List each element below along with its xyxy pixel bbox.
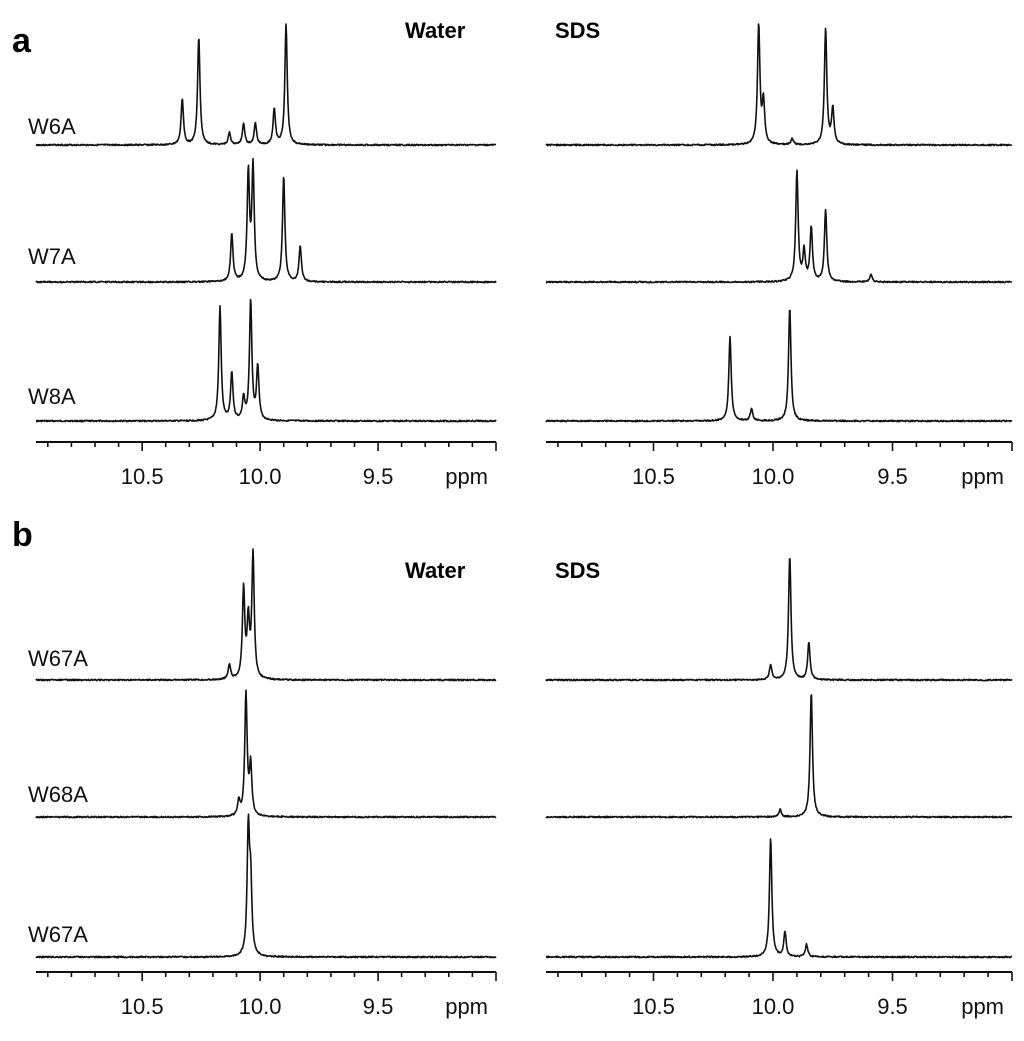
spectrum-trace-w67a — [35, 813, 497, 959]
condition-label-a-sds: SDS — [555, 18, 600, 43]
condition-label-b-sds: SDS — [555, 558, 600, 583]
x-unit-label: ppm — [961, 994, 1004, 1019]
x-tick-label: 9.5 — [363, 464, 394, 489]
subplot-a-water: 10.5 10.0 9.5 ppm — [35, 23, 497, 489]
x-tick-label: 9.5 — [877, 994, 908, 1019]
x-tick-label: 10.5 — [632, 464, 675, 489]
panel-letter-b: b — [12, 516, 33, 554]
spectrum-trace-w68a — [545, 694, 1013, 819]
x-tick-label: 10.0 — [752, 464, 795, 489]
subplot-b-water: 10.5 10.0 9.5 ppm — [35, 548, 497, 1019]
panel-letter-a: a — [12, 22, 32, 60]
x-tick-label: 10.0 — [752, 994, 795, 1019]
spectrum-trace-w67a — [545, 838, 1013, 959]
spectrum-trace-w7a — [545, 169, 1013, 284]
spectrum-trace-w8a — [35, 298, 497, 423]
x-unit-label: ppm — [445, 994, 488, 1019]
x-tick-label: 10.0 — [239, 464, 282, 489]
trace-label-b-3: W67A — [28, 922, 88, 947]
spectrum-trace-w8a — [545, 309, 1013, 423]
trace-label-a-2: W7A — [28, 244, 76, 269]
subplot-a-sds: 10.5 10.0 9.5 ppm — [545, 23, 1013, 489]
spectrum-trace-w6a — [35, 23, 497, 147]
x-unit-label: ppm — [445, 464, 488, 489]
condition-label-b-water: Water — [405, 558, 466, 583]
x-tick-label: 9.5 — [877, 464, 908, 489]
spectrum-trace-w7a — [35, 157, 497, 284]
x-tick-label: 10.5 — [632, 994, 675, 1019]
spectrum-trace-w67a — [35, 548, 497, 682]
spectrum-trace-w6a — [545, 23, 1013, 147]
condition-label-a-water: Water — [405, 18, 466, 43]
spectrum-trace-w68a — [35, 689, 497, 819]
trace-label-a-1: W6A — [28, 114, 76, 139]
trace-label-b-2: W68A — [28, 782, 88, 807]
x-tick-label: 10.5 — [121, 464, 164, 489]
x-tick-label: 9.5 — [363, 994, 394, 1019]
trace-label-b-1: W67A — [28, 646, 88, 671]
x-tick-label: 10.0 — [239, 994, 282, 1019]
spectrum-trace-w67a — [545, 558, 1013, 682]
x-unit-label: ppm — [961, 464, 1004, 489]
subplot-b-sds: 10.5 10.0 9.5 ppm — [545, 558, 1013, 1019]
x-tick-label: 10.5 — [121, 994, 164, 1019]
trace-label-a-3: W8A — [28, 384, 76, 409]
